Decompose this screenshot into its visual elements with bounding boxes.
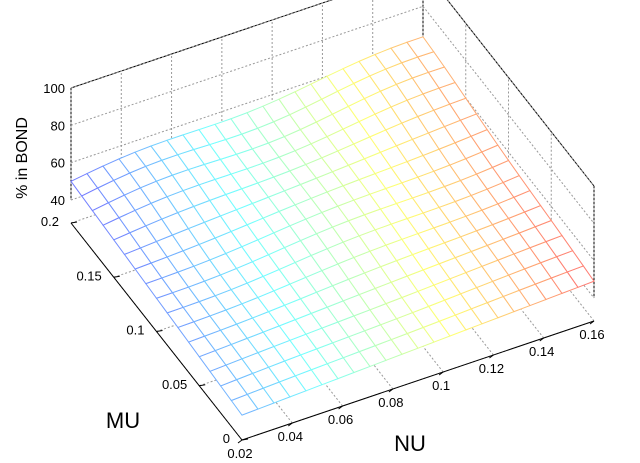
- x-tick-label: 0.08: [378, 395, 403, 410]
- y-tick-mark: [199, 384, 206, 387]
- y-tick-label: 0.15: [76, 268, 101, 283]
- x-tick-label: 0.16: [579, 327, 604, 342]
- y-tick-label: 0: [223, 431, 230, 446]
- y-tick-labels: 0 0.05 0.1 0.15 0.2: [41, 214, 230, 446]
- x-tick-mark: [338, 405, 343, 410]
- z-tick-label: 60: [51, 156, 65, 171]
- axes-box-front: [70, 221, 595, 444]
- x-tick-labels: 0.02 0.04 0.06 0.08 0.1 0.12 0.14 0.16: [227, 327, 604, 461]
- x-tick-label: 0.06: [328, 412, 353, 427]
- y-tick-label: 0.05: [162, 377, 187, 392]
- grid-line: [70, 5, 424, 126]
- y-tick-label: 0.1: [126, 323, 144, 338]
- x-tick-mark: [237, 439, 243, 444]
- x-tick-mark: [589, 320, 595, 325]
- x-tick-mark: [489, 354, 494, 359]
- box-edge: [446, 0, 595, 187]
- surface-mesh: [70, 36, 595, 416]
- z-tick-label: 40: [51, 193, 65, 208]
- x-tick-label: 0.14: [529, 344, 554, 359]
- x-axis-line: [241, 320, 595, 441]
- x-tick-mark: [539, 337, 545, 342]
- y-tick-mark: [241, 438, 249, 441]
- z-tick-labels: 40 60 80 100: [43, 81, 65, 208]
- z-axis-title: % in BOND: [14, 117, 31, 199]
- x-tick-mark: [438, 371, 444, 376]
- y-tick-mark: [156, 330, 163, 332]
- z-tick-label: 80: [51, 118, 65, 133]
- x-tick-label: 0.02: [227, 446, 252, 461]
- grid-line: [70, 0, 333, 89]
- y-tick-label: 0.2: [41, 214, 59, 229]
- x-tick-label: 0.1: [432, 378, 450, 393]
- x-tick-mark: [287, 422, 293, 427]
- z-tick-label: 100: [43, 81, 65, 96]
- x-tick-label: 0.12: [479, 361, 504, 376]
- surface-cell: [406, 36, 435, 58]
- x-tick-mark: [388, 388, 394, 393]
- x-tick-label: 0.04: [278, 429, 303, 444]
- y-axis-title: MU: [106, 408, 140, 433]
- y-tick-mark: [70, 221, 78, 224]
- y-tick-mark: [113, 275, 120, 278]
- x-axis-title: NU: [394, 431, 426, 456]
